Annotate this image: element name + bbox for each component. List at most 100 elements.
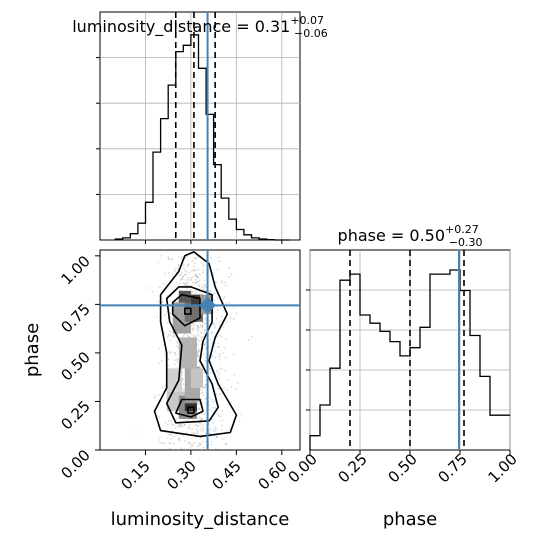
sample-point — [163, 442, 166, 445]
sample-point — [202, 324, 204, 327]
sample-point — [196, 324, 199, 327]
sample-point — [176, 300, 179, 303]
sample-point — [167, 423, 169, 426]
sample-point — [198, 408, 201, 410]
sample-point — [167, 333, 170, 336]
sample-point — [213, 350, 216, 353]
sample-point — [209, 338, 212, 341]
sample-point — [240, 413, 243, 416]
sample-point — [194, 441, 196, 443]
sample-point — [201, 402, 204, 404]
sample-point — [199, 427, 202, 430]
sample-point — [218, 377, 221, 380]
sample-point — [175, 281, 178, 284]
sample-point — [203, 322, 206, 324]
sample-point — [201, 326, 204, 329]
sample-point — [196, 431, 199, 434]
sample-point — [228, 276, 231, 278]
sample-point — [193, 257, 195, 260]
sample-point — [190, 323, 193, 325]
joint-y-tick-label: 0.75 — [57, 300, 93, 336]
sample-point — [164, 422, 167, 424]
sample-point — [208, 290, 211, 293]
sample-point — [156, 316, 159, 319]
sample-point — [158, 362, 160, 364]
sample-point — [204, 432, 207, 435]
sample-point — [196, 275, 198, 278]
sample-point — [222, 326, 225, 329]
sample-point — [216, 371, 218, 374]
sample-point — [223, 387, 225, 389]
phase-x-tick-label: 0.75 — [434, 450, 470, 486]
contour-core-top — [184, 307, 192, 315]
sample-point — [225, 338, 228, 340]
sample-point — [184, 282, 186, 285]
sample-point — [211, 355, 214, 357]
sample-point — [198, 340, 201, 343]
sample-point — [188, 279, 191, 282]
phase-x-tick-labels: 0.00 0.25 0.50 0.75 1.00 — [284, 450, 520, 486]
sample-point — [173, 268, 176, 270]
sample-point — [217, 387, 220, 390]
sample-point — [203, 283, 206, 286]
sample-point — [230, 386, 233, 389]
sample-point — [193, 327, 196, 329]
sample-point — [200, 331, 202, 333]
sample-point — [176, 340, 179, 343]
sample-point — [220, 428, 223, 431]
sample-point — [196, 408, 199, 411]
sample-point — [154, 395, 157, 398]
sample-point — [161, 359, 163, 362]
sample-point — [182, 448, 185, 451]
sample-point — [225, 443, 227, 445]
sample-point — [222, 298, 225, 300]
sample-point — [184, 440, 187, 443]
sample-point — [180, 271, 183, 274]
sample-point — [185, 284, 188, 286]
sample-point — [174, 426, 177, 429]
top-hist-grid — [100, 12, 300, 240]
sample-point — [158, 286, 161, 289]
luminosity-distance-histogram — [114, 34, 290, 241]
sample-point — [186, 278, 188, 281]
sample-point — [201, 427, 204, 429]
phase-x-tick-label: 0.25 — [334, 450, 370, 486]
sample-point — [197, 268, 200, 271]
sample-point — [181, 424, 184, 426]
sample-point — [212, 406, 214, 409]
sample-point — [224, 284, 227, 286]
sample-point — [201, 391, 204, 394]
sample-point — [197, 330, 200, 333]
sample-point — [204, 359, 207, 362]
sample-point — [191, 333, 193, 336]
sample-point — [211, 418, 214, 420]
sample-point — [184, 283, 187, 286]
sample-point — [221, 424, 223, 427]
sample-point — [193, 265, 196, 268]
sample-point — [172, 424, 175, 427]
sample-point — [134, 431, 137, 433]
sample-point — [157, 393, 160, 396]
sample-point — [227, 378, 230, 381]
sample-point — [209, 290, 212, 292]
sample-point — [200, 436, 202, 439]
sample-point — [171, 433, 173, 436]
sample-point — [217, 256, 220, 259]
sample-point — [214, 292, 217, 294]
sample-point — [189, 446, 192, 449]
sample-point — [233, 373, 236, 376]
sample-point — [177, 449, 180, 451]
density-cell — [178, 337, 197, 369]
sample-point — [225, 443, 228, 446]
sample-point — [219, 415, 222, 418]
sample-point — [199, 424, 202, 427]
sample-point — [194, 257, 197, 259]
sample-point — [181, 278, 184, 280]
sample-point — [198, 284, 200, 286]
sample-point — [204, 285, 206, 288]
sample-point — [212, 298, 215, 301]
sample-point — [194, 292, 197, 295]
sample-point — [214, 406, 217, 409]
sample-point — [197, 417, 200, 420]
sample-point — [197, 276, 199, 279]
